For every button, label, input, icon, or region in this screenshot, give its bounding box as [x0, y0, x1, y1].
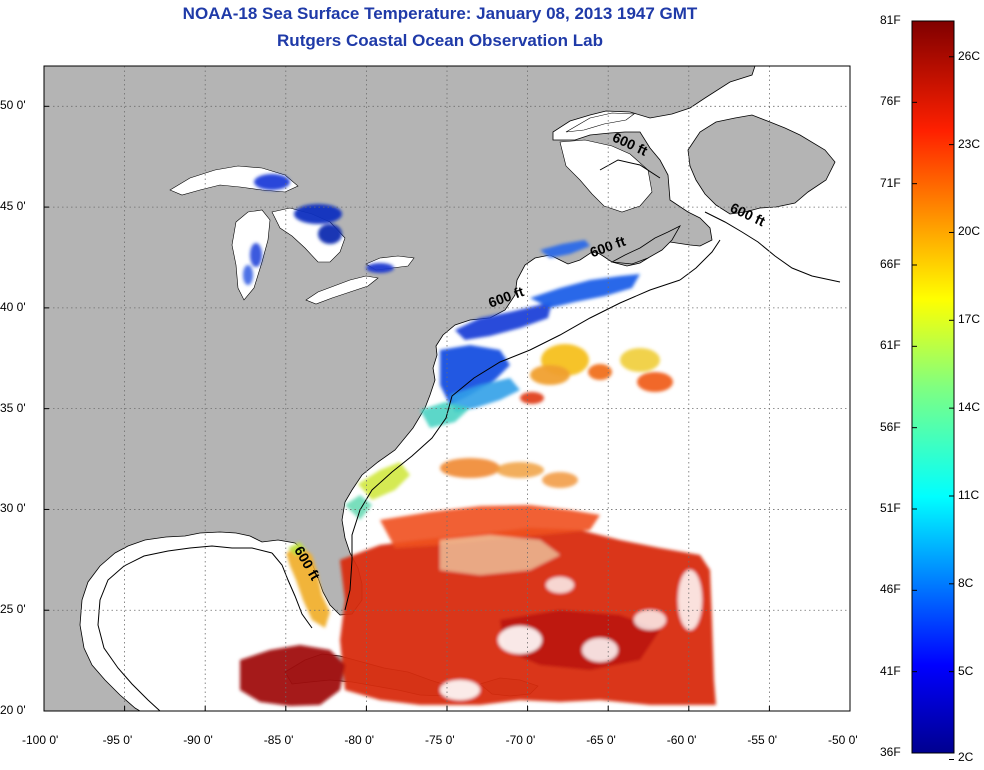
sst-patch — [496, 462, 544, 478]
colorbar-label-f: 36F — [880, 745, 901, 759]
colorbar-label-f: 66F — [880, 257, 901, 271]
isobath-florida-west — [271, 552, 313, 629]
x-tick-label: -55 0' — [747, 733, 778, 747]
sst-patch — [380, 505, 600, 548]
land-newfoundland — [687, 114, 836, 215]
isobath-scotian-shelf — [679, 239, 721, 281]
y-tick-label: 40 0' — [0, 299, 26, 314]
sst-patch — [540, 240, 590, 258]
sst-patch — [582, 638, 618, 662]
colorbar-label-f: 56F — [880, 419, 901, 434]
x-tick-label: -60 0' — [666, 733, 697, 747]
sst-patch — [455, 302, 552, 340]
sst-patch — [500, 610, 660, 670]
lake-erie — [305, 275, 379, 305]
y-tick-label: 20 0' — [0, 703, 26, 717]
y-tick-label: 50 0' — [0, 98, 26, 113]
y-tick-label: 45 0' — [0, 199, 26, 214]
x-tick-label: -100 0' — [22, 733, 59, 747]
colorbar-label-f: 71F — [880, 175, 901, 190]
colorbar-label-f: 41F — [880, 663, 901, 678]
sst-patch — [294, 204, 342, 224]
bay-of-fundy — [565, 112, 635, 133]
colorbar-label-f: 76F — [880, 94, 901, 109]
y-tick-label: 30 0' — [0, 501, 26, 516]
y-tick-label: 35 0' — [0, 400, 26, 415]
colorbar-label-c: 8C — [958, 575, 974, 590]
sst-patch — [520, 392, 544, 404]
sst-patch — [440, 680, 480, 700]
sst-patch — [530, 365, 570, 385]
x-tick-label: -70 0' — [505, 733, 536, 747]
x-tick-label: -95 0' — [102, 733, 133, 747]
x-tick-label: -75 0' — [425, 733, 455, 747]
colorbar-gradient — [911, 20, 955, 754]
x-tick-label: -85 0' — [263, 733, 294, 747]
sst-patch — [440, 535, 560, 575]
colorbar-label-c: 20C — [958, 224, 981, 239]
sst-patch — [678, 570, 702, 630]
x-tick-label: -80 0' — [344, 733, 375, 747]
isobath-grand-banks — [704, 211, 841, 283]
sst-patch — [530, 274, 640, 308]
colorbar-label-f: 81F — [880, 13, 901, 27]
sst-patch — [634, 610, 666, 630]
sst-patch — [620, 348, 660, 372]
sst-patch — [288, 542, 306, 556]
isobath-east-coast — [344, 279, 681, 611]
sst-patch — [450, 378, 520, 412]
x-tick-label: -50 0' — [828, 733, 858, 747]
isobath-gulf-st-lawrence — [599, 159, 661, 179]
sst-patch — [254, 174, 290, 190]
colorbar-label-c: 2C — [958, 750, 974, 764]
isobath-gulf-of-mexico — [97, 545, 273, 711]
colorbar-label-c: 26C — [958, 48, 981, 63]
sst-patch — [358, 462, 410, 500]
land-nova-scotia — [610, 225, 682, 265]
sst-overlay — [240, 174, 716, 706]
colorbar-label-c: 14C — [958, 400, 981, 415]
colorbar-label-f: 61F — [880, 338, 901, 353]
sst-patch — [440, 458, 500, 478]
colorbar-label-c: 5C — [958, 663, 974, 678]
colorbar-label-c: 17C — [958, 312, 981, 327]
sst-patch — [286, 545, 330, 628]
land-north-america — [44, 66, 756, 711]
sst-patch — [546, 577, 574, 593]
colorbar-label-f: 46F — [880, 582, 901, 597]
colorbar-label-c: 11C — [958, 487, 980, 502]
sst-patch — [637, 372, 673, 392]
y-tick-label: 25 0' — [0, 602, 26, 617]
gulf-st-lawrence — [559, 139, 653, 213]
sst-patch — [250, 243, 262, 267]
sst-patch — [542, 472, 578, 488]
sst-patch — [588, 364, 612, 380]
colorbar-label-c: 23C — [958, 136, 981, 151]
x-tick-label: -65 0' — [586, 733, 616, 747]
sst-patch — [243, 265, 253, 285]
colorbar-label-f: 51F — [880, 501, 901, 515]
sst-patch — [498, 626, 542, 654]
sst-patch — [366, 263, 394, 273]
sst-patch — [318, 224, 342, 244]
x-tick-label: -90 0' — [183, 733, 213, 747]
sst-patch — [440, 345, 510, 405]
sst-patch — [240, 645, 345, 706]
map-subtitle: Rutgers Coastal Ocean Observation Lab — [277, 31, 603, 50]
map-title: NOAA-18 Sea Surface Temperature: January… — [182, 4, 698, 23]
